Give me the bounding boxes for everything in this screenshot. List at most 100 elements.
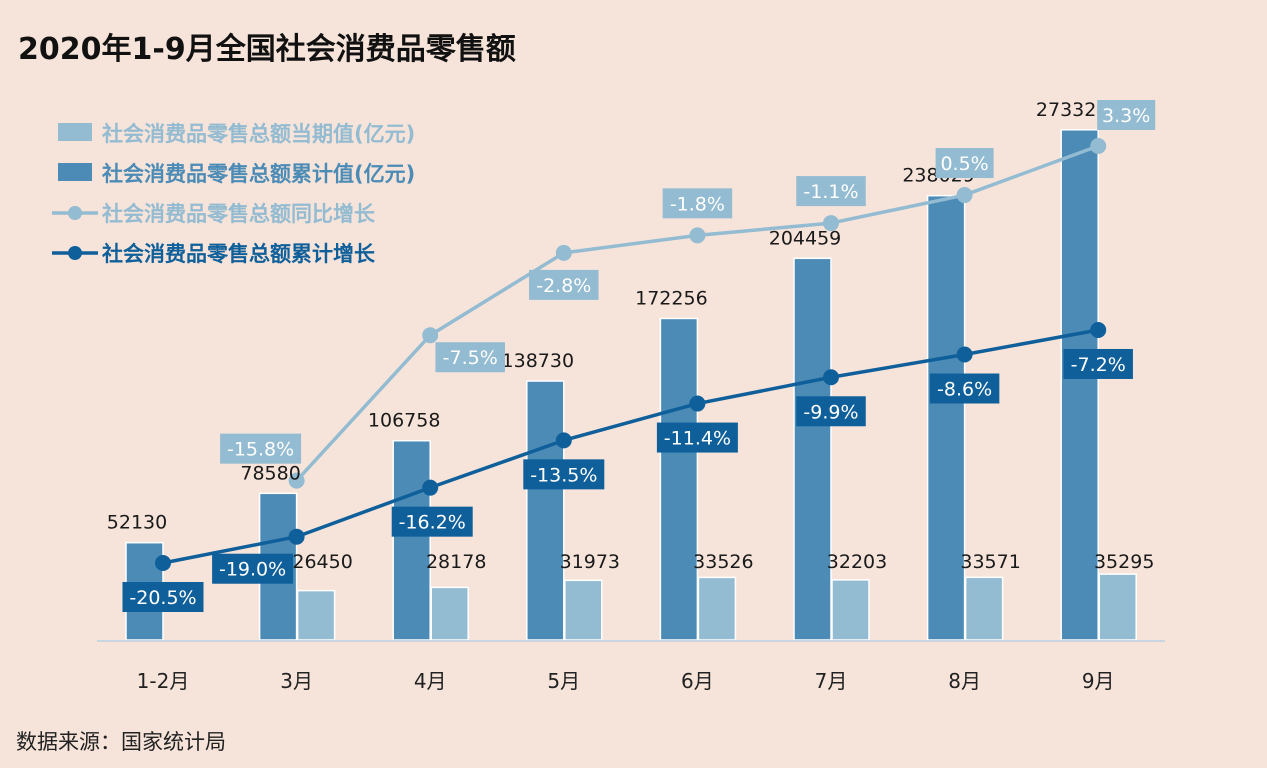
yoy-growth-label-box	[1097, 100, 1156, 130]
bar-monthly-value-label: 35295	[1094, 551, 1154, 573]
bar-monthly-value-label: 31973	[560, 551, 620, 573]
bar-monthly-value-label: 26450	[292, 551, 352, 573]
cumulative-growth-label: -7.2%	[1063, 348, 1133, 379]
yoy-growth-label-box	[935, 148, 994, 179]
bar-cumulative-9月	[1060, 129, 1099, 641]
yoy-growth-point	[422, 327, 439, 344]
bar-monthly-value-label: 32203	[827, 551, 887, 573]
yoy-growth-label-box	[529, 269, 599, 300]
yoy-growth-label: -1.1%	[796, 176, 866, 207]
chart-title: 2020年1-9月全国社会消费品零售额	[18, 32, 516, 67]
legend-swatch-bar	[58, 123, 92, 141]
x-tick-label: 8月	[948, 669, 981, 693]
bar-cumulative-8月	[926, 194, 966, 641]
cumulative-growth-label-box	[656, 422, 738, 453]
bar-cumulative-value-label: 172256	[635, 287, 708, 309]
bar-monthly-value-label: 33526	[693, 551, 753, 573]
legend-item-4: 社会消费品零售总额累计增长	[52, 242, 376, 266]
cumulative-growth-point	[823, 369, 839, 386]
cumulative-growth-label-box	[523, 459, 605, 490]
yoy-growth-point	[288, 472, 305, 489]
x-tick-label: 5月	[547, 669, 580, 693]
cumulative-growth-label: -19.0%	[212, 553, 294, 584]
cumulative-growth-point	[1090, 321, 1107, 338]
x-tick-label: 7月	[815, 669, 848, 693]
line-layer	[155, 138, 1107, 571]
cumulative-growth-label: -20.5%	[122, 582, 204, 612]
yoy-growth-label-text: -15.8%	[227, 439, 294, 461]
cumulative-growth-point	[956, 346, 973, 363]
bar-cumulative-value-label: 78580	[240, 462, 300, 484]
x-axis-ticks: 1-2月 3月 4月 5月 6月 7月 8月 9月	[137, 669, 1115, 693]
x-tick-label: 9月	[1082, 669, 1115, 693]
yoy-growth-label-text: 3.3%	[1102, 105, 1150, 127]
cumulative-growth-label-text: -13.5%	[530, 464, 597, 486]
cumulative-growth-label-text: -11.4%	[664, 428, 731, 450]
cumulative-growth-label-box	[212, 553, 294, 584]
bar-cumulative-value-label: 52130	[107, 512, 167, 534]
cumulative-growth-point	[422, 479, 439, 496]
yoy-growth-label: 3.3%	[1097, 100, 1156, 130]
yoy-growth-label-text: -2.8%	[536, 275, 591, 297]
yoy-growth-label: -2.8%	[529, 269, 599, 300]
bar-monthly-value-label: 33571	[960, 551, 1020, 573]
bar-monthly-5月	[564, 579, 603, 641]
yoy-growth-label: -15.8%	[220, 433, 302, 464]
cumulative-growth-point	[155, 555, 171, 571]
x-tick-label: 1-2月	[137, 669, 190, 693]
yoy-growth-label-text: -1.1%	[803, 181, 858, 203]
legend-swatch-marker	[68, 206, 82, 220]
x-tick-label: 3月	[280, 669, 313, 693]
bar-monthly-7月	[831, 579, 870, 641]
cumulative-growth-label: -16.2%	[391, 506, 473, 537]
cumulative-growth-point	[288, 528, 305, 545]
cumulative-growth-label: -11.4%	[656, 422, 738, 453]
bar-cumulative-value-label: 273324	[1036, 99, 1109, 121]
cumulative-growth-label-box	[122, 582, 204, 612]
bar-cumulative-7月	[793, 257, 832, 641]
bar-cumulative-4月	[392, 439, 431, 641]
bar-cumulative-value-label: 106758	[368, 410, 441, 432]
yoy-growth-label: 0.5%	[935, 148, 994, 179]
cumulative-growth-label: -13.5%	[523, 459, 605, 490]
yoy-growth-label-text: -1.8%	[670, 193, 725, 215]
yoy-growth-point	[1090, 138, 1107, 154]
legend-label: 社会消费品零售总额当期值(亿元)	[101, 122, 415, 146]
yoy-growth-point	[823, 215, 839, 232]
x-tick-label: 6月	[681, 669, 714, 693]
bar-monthly-value-label: 28178	[426, 551, 486, 573]
legend: 社会消费品零售总额当期值(亿元) 社会消费品零售总额累计值(亿元) 社会消费品零售总…	[52, 122, 415, 266]
yoy-growth-label-box	[796, 176, 866, 207]
yoy-growth-label: -7.5%	[435, 342, 505, 373]
cumulative-growth-label: -9.9%	[796, 396, 866, 427]
yoy-growth-label-box	[662, 188, 733, 219]
cumulative-growth-label-text: -8.6%	[937, 379, 992, 401]
cumulative-growth-line	[162, 328, 1099, 565]
cumulative-growth-label-text: -9.9%	[803, 401, 858, 423]
cumulative-growth-point	[689, 395, 706, 412]
bar-monthly-3月	[296, 589, 336, 641]
yoy-growth-label-text: -7.5%	[443, 347, 498, 369]
x-tick-label: 4月	[414, 669, 447, 693]
cumulative-growth-label-text: -20.5%	[129, 587, 196, 609]
bar-monthly-9月	[1098, 573, 1137, 641]
cumulative-growth-label-text: -16.2%	[399, 512, 466, 534]
legend-item-3: 社会消费品零售总额同比增长	[52, 202, 376, 226]
cumulative-growth-label-box	[1063, 348, 1133, 379]
yoy-growth-label-box	[435, 342, 505, 373]
percent-labels: -15.8% -7.5% -2.8% -1.8% -1.1% 0.5% 3.3% -20.5%…	[122, 100, 1156, 612]
legend-label: 社会消费品零售总额同比增长	[101, 202, 376, 226]
bar-cumulative-value-label: 204459	[769, 227, 842, 249]
yoy-growth-point	[555, 244, 572, 261]
legend-item-2: 社会消费品零售总额累计值(亿元)	[58, 162, 415, 186]
cumulative-growth-label-box	[796, 396, 866, 427]
cumulative-growth-label-box	[391, 506, 473, 537]
cumulative-growth-label: -8.6%	[929, 373, 1000, 404]
yoy-growth-label-text: 0.5%	[940, 153, 988, 175]
yoy-growth-point	[956, 187, 973, 204]
legend-label: 社会消费品零售总额累计增长	[101, 242, 376, 266]
cumulative-growth-point	[555, 432, 572, 449]
yoy-growth-label-box	[220, 433, 302, 464]
yoy-growth-label: -1.8%	[662, 188, 733, 219]
